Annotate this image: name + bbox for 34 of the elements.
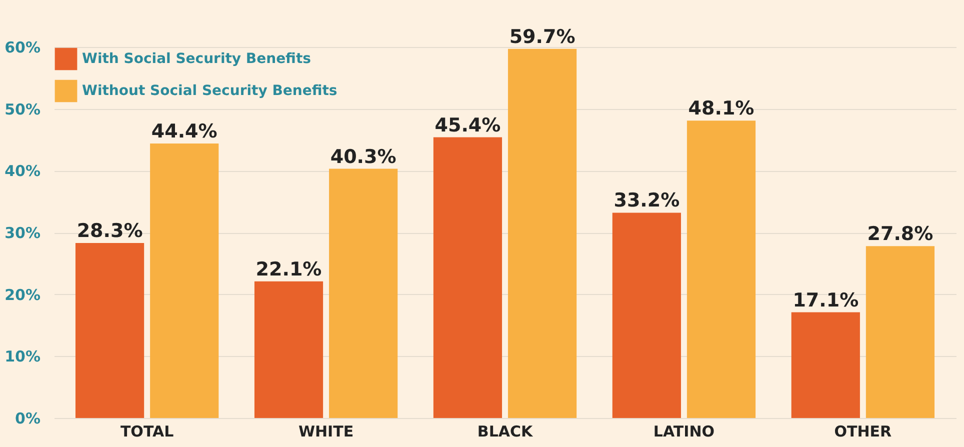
bar xyxy=(150,143,219,418)
y-tick-label: 20% xyxy=(4,286,40,304)
bar xyxy=(75,243,144,418)
data-label: 22.1% xyxy=(256,258,322,280)
legend-label: With Social Security Benefits xyxy=(82,51,311,67)
x-tick-label: OTHER xyxy=(834,422,892,440)
bar xyxy=(433,137,502,418)
data-label: 48.1% xyxy=(688,98,754,120)
data-label: 33.2% xyxy=(614,190,680,212)
bar xyxy=(791,312,860,418)
data-label: 45.4% xyxy=(434,114,501,136)
data-label: 40.3% xyxy=(330,146,396,168)
data-label: 28.3% xyxy=(76,220,143,242)
y-tick-label: 60% xyxy=(4,38,40,56)
y-tick-label: 50% xyxy=(4,100,40,118)
data-label: 44.4% xyxy=(151,120,218,142)
bar xyxy=(686,120,756,418)
data-label: 27.8% xyxy=(867,223,934,246)
x-tick-label: WHITE xyxy=(298,422,354,440)
bar xyxy=(508,48,577,418)
legend-label: Without Social Security Benefits xyxy=(82,83,338,99)
y-tick-label: 40% xyxy=(4,162,40,180)
data-label: 17.1% xyxy=(792,289,859,312)
bar xyxy=(866,246,935,418)
bar xyxy=(254,281,324,418)
y-tick-label: 30% xyxy=(4,224,40,242)
data-label: 59.7% xyxy=(509,26,576,48)
y-tick-label: 10% xyxy=(4,348,40,366)
y-tick-label: 0% xyxy=(15,410,40,428)
bar xyxy=(329,168,398,418)
bar xyxy=(612,212,681,418)
x-tick-label: TOTAL xyxy=(120,422,174,440)
x-tick-label: LATINO xyxy=(653,422,715,440)
x-tick-label: BLACK xyxy=(477,422,534,440)
